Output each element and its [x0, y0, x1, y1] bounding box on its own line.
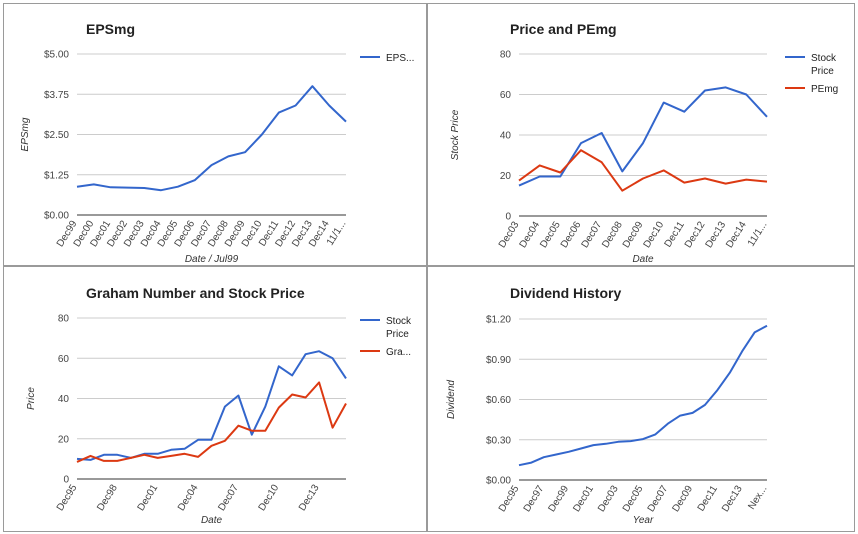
dividend-x-tick-label: Dec99 [546, 483, 571, 514]
dividend-x-tick-label: Dec01 [571, 483, 596, 514]
graham-x-tick-label: Dec01 [136, 482, 161, 513]
price-pe-y-tick-label: 80 [500, 50, 512, 61]
graham-chart-panel: Graham Number and Stock Price 0 20 40 60 80 De… [3, 266, 427, 532]
graham-x-tick-label: Dec95 [55, 482, 80, 513]
price-pe-x-tick-label: 11/1... [746, 220, 770, 249]
dividend-y-tick-label: $0.60 [486, 395, 511, 406]
price-pe-x-tick-label: Dec14 [724, 219, 749, 250]
dividend-x-tick-label: Dec05 [621, 483, 646, 514]
graham-chart-title: Graham Number and Stock Price [86, 285, 305, 301]
dividend-x-tick-label: Dec09 [670, 483, 695, 514]
eps-y-axis-label: EPSmg [20, 117, 31, 151]
dividend-series-line-0 [518, 324, 768, 467]
dividend-x-tick-label: Dec03 [596, 483, 621, 514]
price-pe-legend-label: PEmg [811, 84, 838, 95]
dividend-chart-panel: Dividend History $0.00 $0.30 $0.60 $0.90 $1.2… [427, 266, 855, 532]
eps-chart-panel: EPSmg $0.00 $1.25 $2.50 $3.75 $5.00 Dec99 Dec00… [3, 3, 427, 266]
eps-series-line-0 [76, 85, 347, 192]
dividend-x-axis-label: Year [633, 515, 654, 526]
graham-y-tick-label: 0 [63, 475, 69, 486]
eps-chart-svg: EPSmg$0.00$1.25$2.50$3.75$5.00Dec99Dec00… [20, 21, 414, 265]
graham-y-tick-label: 80 [58, 314, 70, 325]
eps-legend-label: EPS... [386, 53, 414, 64]
graham-x-tick-label: Dec98 [95, 482, 120, 513]
dividend-x-tick-label: Dec95 [497, 483, 522, 514]
price-pe-chart-panel: Price and PEmg 0 20 40 60 80 Dec03 Dec04 Dec05 De… [427, 3, 855, 266]
price-pe-y-tick-label: 20 [500, 171, 512, 182]
graham-x-axis-label: Date [201, 515, 223, 526]
graham-y-tick-label: 20 [58, 434, 70, 445]
graham-legend-label: Stock Price [386, 316, 412, 340]
price-pe-y-tick-label: 40 [500, 131, 512, 142]
price-pe-chart-title: Price and PEmg [510, 21, 617, 37]
graham-y-axis-label: Price [26, 387, 37, 410]
price-pe-x-axis-label: Date [632, 254, 654, 265]
dividend-y-axis-label: Dividend [446, 380, 457, 419]
price-pe-x-tick-label: Dec10 [642, 219, 667, 250]
eps-y-tick-label: $1.25 [44, 170, 69, 181]
graham-series-line-1 [76, 381, 347, 463]
graham-x-tick-label: Dec04 [176, 482, 201, 513]
eps-y-tick-label: $2.50 [44, 130, 69, 141]
eps-y-tick-label: $0.00 [44, 211, 69, 222]
dividend-y-tick-label: $1.20 [486, 315, 511, 326]
dividend-y-tick-label: $0.90 [486, 355, 511, 366]
graham-legend-label: Gra... [386, 347, 411, 358]
price-pe-chart-svg: Price and PEmg020406080Dec03Dec04Dec05De… [450, 21, 838, 265]
price-pe-y-axis-label: Stock Price [450, 109, 461, 160]
dividend-x-tick-label: Dec13 [720, 483, 745, 514]
price-pe-series-line-0 [518, 86, 768, 187]
graham-x-tick-label: Dec13 [297, 482, 322, 513]
dividend-chart-title: Dividend History [510, 285, 621, 301]
dividend-x-tick-label: Dec11 [696, 483, 720, 513]
graham-x-tick-label: Dec10 [257, 482, 282, 513]
eps-y-tick-label: $3.75 [44, 90, 69, 101]
graham-y-tick-label: 40 [58, 394, 70, 405]
dividend-x-tick-label: Dec97 [522, 483, 547, 514]
dividend-y-tick-label: $0.30 [486, 435, 511, 446]
dividend-y-tick-label: $0.00 [486, 476, 511, 487]
graham-chart-svg: Graham Number and Stock Price 0 20 40 60 80 De… [26, 285, 412, 526]
eps-x-axis-label: Date / Jul99 [185, 254, 239, 265]
price-pe-series-line-1 [518, 149, 768, 192]
dividend-x-tick-label: Nex... [746, 484, 769, 512]
price-pe-y-tick-label: 0 [505, 212, 511, 223]
eps-y-tick-label: $5.00 [44, 50, 69, 61]
price-pe-y-tick-label: 60 [500, 90, 512, 101]
dividend-x-tick-label: Dec07 [646, 483, 671, 514]
eps-chart-title: EPSmg [86, 21, 135, 37]
dividend-chart-svg: Dividend History $0.00 $0.30 $0.60 $0.90 $1.2… [446, 285, 770, 526]
price-pe-legend-label: Stock Price [811, 53, 837, 77]
graham-x-tick-label: Dec07 [216, 482, 241, 513]
graham-series-line-0 [76, 350, 347, 461]
graham-y-tick-label: 60 [58, 354, 70, 365]
